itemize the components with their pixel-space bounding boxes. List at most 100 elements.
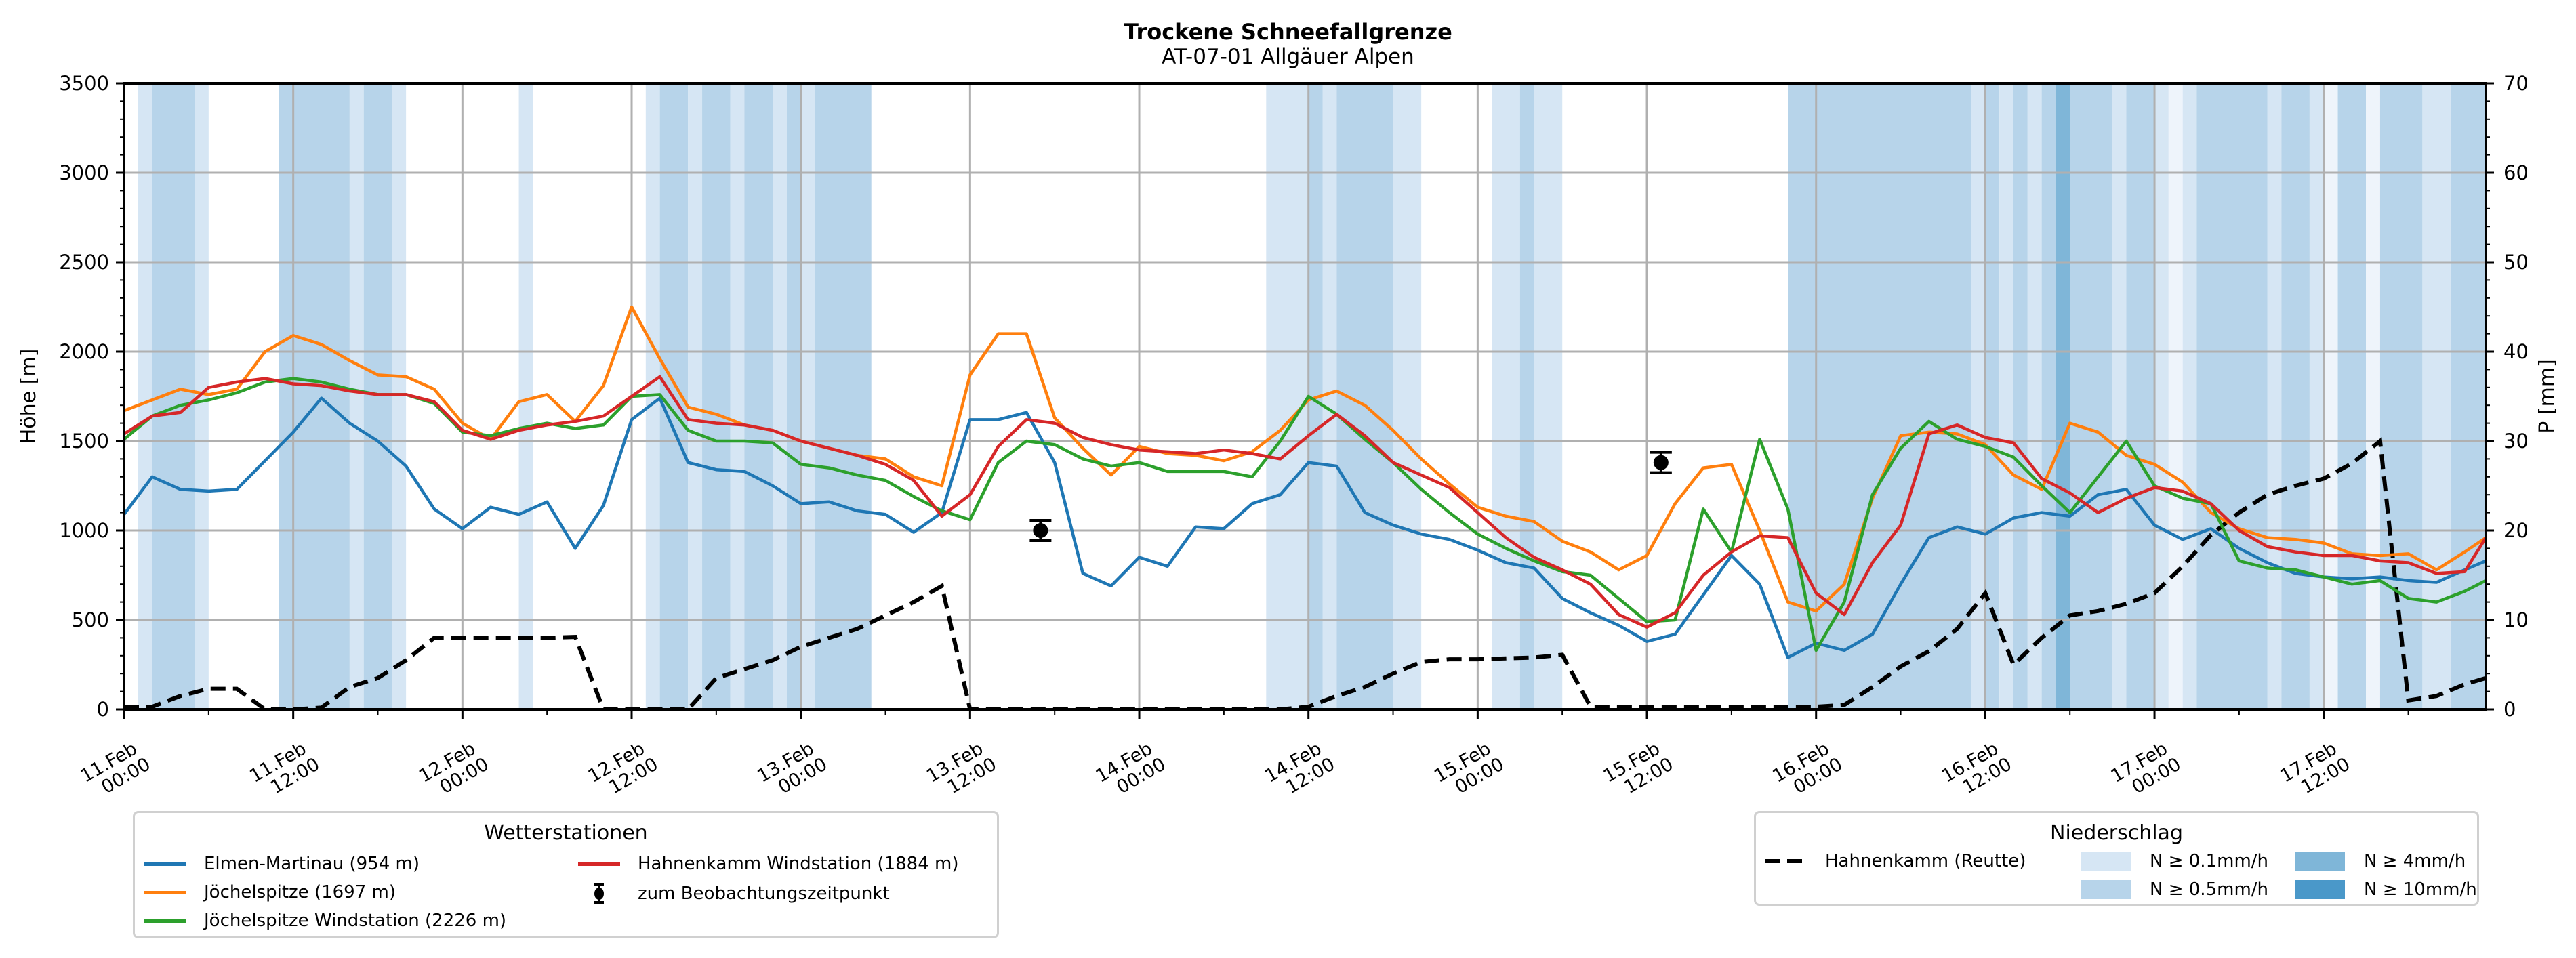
precip-band xyxy=(2027,83,2042,709)
precip-band xyxy=(2013,83,2028,709)
legend-swatch-joechelspitze-wind xyxy=(144,919,186,923)
y-axis-label: Höhe [m] xyxy=(17,349,41,444)
legend-stations-title: Wetterstationen xyxy=(484,821,648,845)
legend-swatch-hahnenkamm-wind xyxy=(578,862,620,866)
legend-label: Elmen-Martinau (954 m) xyxy=(204,854,420,874)
errorbar-icon xyxy=(594,883,604,904)
x-tick-label: 15.Feb12:00 xyxy=(1600,736,1677,805)
legend-swatch-band-10 xyxy=(2295,880,2345,899)
precip-band xyxy=(1393,83,1422,709)
precip-band xyxy=(2323,83,2338,709)
precip-band xyxy=(2041,83,2056,709)
legend-label: N ≥ 10mm/h xyxy=(2364,879,2477,900)
x-tick-label: 11.Feb12:00 xyxy=(246,736,323,805)
precip-band xyxy=(702,83,731,709)
precip-band xyxy=(1519,83,1534,709)
legend-item-hahnenkamm-reutte: Hahnenkamm (Reutte) xyxy=(1765,851,2026,871)
precip-band xyxy=(2281,83,2310,709)
precip-band xyxy=(2168,83,2183,709)
legend-item-observation: zum Beobachtungszeitpunkt xyxy=(578,882,890,905)
y-tick-label: 2500 xyxy=(59,251,109,274)
y-tick-label: 1000 xyxy=(59,519,109,542)
x-tick-label: 17.Feb12:00 xyxy=(2276,736,2354,805)
precip-band xyxy=(1266,83,1309,709)
legend-swatch-band-4 xyxy=(2295,852,2345,871)
precip-band xyxy=(2450,83,2486,709)
precip-line-hahnenkamm-reutte xyxy=(124,437,2487,711)
legend-label: Hahnenkamm Windstation (1884 m) xyxy=(638,854,959,874)
y-tick-label: 2000 xyxy=(59,340,109,363)
precip-band xyxy=(392,83,407,709)
legend-swatch-elmen xyxy=(144,862,186,866)
legend-label: N ≥ 4mm/h xyxy=(2364,851,2466,871)
legend-label: N ≥ 0.1mm/h xyxy=(2150,851,2269,871)
precip-band xyxy=(1999,83,2013,709)
precip-band xyxy=(2154,83,2169,709)
chart-title: Trockene Schneefallgrenze xyxy=(1124,19,1452,45)
y-right-tick-label: 70 xyxy=(2503,72,2529,95)
observation-point xyxy=(1033,523,1048,538)
legend-stations: Wetterstationen Elmen-Martinau (954 m) J… xyxy=(133,811,999,938)
precip-band xyxy=(138,83,152,709)
precip-band xyxy=(279,83,350,709)
legend-label: Jöchelspitze Windstation (2226 m) xyxy=(204,911,507,931)
series-line-2 xyxy=(123,377,2487,652)
y-right-tick-label: 60 xyxy=(2503,161,2529,184)
x-tick-label: 14.Feb00:00 xyxy=(1092,736,1170,805)
legend-label: Jöchelspitze (1697 m) xyxy=(204,882,396,902)
y-right-tick-label: 0 xyxy=(2503,698,2516,721)
series-line-3 xyxy=(123,375,2487,629)
observation-marker xyxy=(1650,451,1672,474)
plot-frame xyxy=(123,82,2487,711)
precip-band xyxy=(2056,83,2070,709)
observation-marker xyxy=(1029,519,1052,542)
precip-band xyxy=(2126,83,2155,709)
precip-band xyxy=(744,83,773,709)
legend-item-elmen: Elmen-Martinau (954 m) xyxy=(144,854,420,874)
legend-item-joechelspitze-wind: Jöchelspitze Windstation (2226 m) xyxy=(144,911,506,931)
precip-band xyxy=(518,83,533,709)
precip-band xyxy=(363,83,392,709)
x-tick-label: 13.Feb12:00 xyxy=(923,736,1000,805)
precip-band xyxy=(2337,83,2367,709)
precip-band xyxy=(2112,83,2127,709)
x-tick-label: 12.Feb12:00 xyxy=(585,736,662,805)
y-tick-label: 1500 xyxy=(59,430,109,453)
precip-band xyxy=(2366,83,2380,709)
precip-band xyxy=(2182,83,2197,709)
precip-band xyxy=(195,83,209,709)
legend-item-hahnenkamm-wind: Hahnenkamm Windstation (1884 m) xyxy=(578,854,959,874)
precip-band xyxy=(2196,83,2268,709)
series-line-1 xyxy=(123,305,2487,613)
precip-band xyxy=(688,83,703,709)
precip-band xyxy=(2422,83,2451,709)
legend-label: zum Beobachtungszeitpunkt xyxy=(638,883,890,904)
chart-subtitle: AT-07-01 Allgäuer Alpen xyxy=(1162,45,1414,69)
precip-band xyxy=(773,83,787,709)
precip-band xyxy=(1534,83,1563,709)
series-line-0 xyxy=(123,396,2487,659)
legend-label: Hahnenkamm (Reutte) xyxy=(1825,851,2026,871)
precip-band xyxy=(1788,83,1971,709)
legend-precip-title: Niederschlag xyxy=(2050,821,2183,845)
y-right-tick-label: 10 xyxy=(2503,608,2529,631)
precip-band xyxy=(1492,83,1520,709)
legend-label: N ≥ 0.5mm/h xyxy=(2150,879,2269,900)
x-tick-label: 17.Feb00:00 xyxy=(2108,736,2185,805)
precip-band xyxy=(2070,83,2112,709)
observation-point xyxy=(1653,455,1669,470)
precip-band xyxy=(2309,83,2324,709)
legend-swatch-band-01 xyxy=(2081,852,2131,871)
precip-band xyxy=(1985,83,2000,709)
x-tick-label: 11.Feb00:00 xyxy=(77,736,155,805)
legend-precip: Niederschlag Hahnenkamm (Reutte) N ≥ 0.1… xyxy=(1754,811,2479,906)
legend-item-band-01: N ≥ 0.1mm/h xyxy=(2081,851,2268,871)
precip-band xyxy=(786,83,801,709)
x-tick-label: 14.Feb12:00 xyxy=(1261,736,1338,805)
precip-band xyxy=(1322,83,1337,709)
y-right-tick-label: 20 xyxy=(2503,519,2529,542)
y-right-tick-label: 40 xyxy=(2503,340,2529,363)
legend-item-joechelspitze: Jöchelspitze (1697 m) xyxy=(144,882,396,902)
x-tick-label: 12.Feb00:00 xyxy=(415,736,493,805)
legend-item-band-10: N ≥ 10mm/h xyxy=(2295,879,2477,900)
